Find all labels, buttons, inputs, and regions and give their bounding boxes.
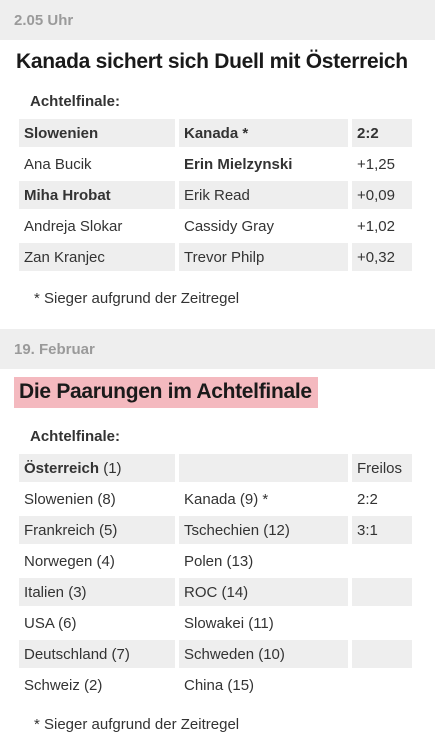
opponent-empty [179,454,348,482]
date-bar: 19. Februar [0,329,435,369]
match-result: 2:2 [357,490,378,508]
slovenia-racer: Andreja Slokar [24,217,123,235]
table-row: Frankreich (5) Tschechien (12) 3:1 [19,516,412,544]
team-austria: Österreich (1) [19,454,175,482]
table-row: Deutschland (7) Schweden (10) [19,640,412,668]
table-row: USA (6) Slowakei (11) [19,609,412,637]
match-result [352,578,412,606]
match-result [352,640,412,668]
team-left: Italien (3) [19,578,175,606]
table-row: Norwegen (4) Polen (13) [19,547,412,575]
team-austria-seed: (1) [103,459,122,477]
time-diff: +1,02 [357,217,395,235]
team-left: Norwegen (4) [24,552,115,570]
table-row: Ana Bucik Erin Mielzynski +1,25 [19,150,412,178]
table-row: Italien (3) ROC (14) [19,578,412,606]
team-slovenia: Slowenien [19,119,175,147]
pairings-table: Österreich (1) Freilos Slowenien (8) Kan… [15,451,416,702]
canada-racer: Erik Read [179,181,348,209]
result-table-slovenia-canada: Slowenien Kanada * 2:2 Ana Bucik Erin Mi… [15,116,416,274]
team-right: China (15) [184,676,255,694]
slovenia-racer: Ana Bucik [24,155,92,173]
team-left: USA (6) [24,614,77,632]
table-header-row: Österreich (1) Freilos [19,454,412,482]
table-row: Miha Hrobat Erik Read +0,09 [19,181,412,209]
canada-racer: Cassidy Gray [184,217,275,235]
team-left: Deutschland (7) [19,640,175,668]
round-subheading: Achtelfinale: [30,428,121,445]
time-diff: +0,09 [352,181,412,209]
table-row: Zan Kranjec Trevor Philp +0,32 [19,243,412,271]
team-left: Frankreich (5) [19,516,175,544]
table-row: Andreja Slokar Cassidy Gray +1,02 [19,212,412,240]
canada-racer: Trevor Philp [179,243,348,271]
slovenia-racer: Zan Kranjec [19,243,175,271]
team-right: Slowakei (11) [184,614,274,632]
team-left: Schweiz (2) [24,676,103,694]
headline-canada-austria: Kanada sichert sich Duell mit Österreich [16,50,408,73]
time-diff: +0,32 [352,243,412,271]
time-diff: +1,25 [357,155,395,173]
round-subheading: Achtelfinale: [30,93,121,110]
date-label: 19. Februar [14,340,95,358]
footnote-time-rule: * Sieger aufgrund der Zeitregel [34,716,240,733]
match-result: 3:1 [352,516,412,544]
headline-pairings: Die Paarungen im Achtelfinale [14,377,318,408]
table-row: Slowenien (8) Kanada (9) * 2:2 [19,485,412,513]
headline-wrap: Die Paarungen im Achtelfinale [14,377,435,413]
match-result [352,609,412,637]
team-right: ROC (14) [179,578,348,606]
match-result [352,671,412,699]
match-result [352,547,412,575]
team-right: Schweden (10) [179,640,348,668]
team-left: Slowenien (8) [24,490,116,508]
bye-label: Freilos [352,454,412,482]
team-right: Polen (13) [184,552,254,570]
team-austria-name: Österreich [24,459,100,477]
team-right: Tschechien (12) [179,516,348,544]
match-score: 2:2 [352,119,412,147]
table-row: Schweiz (2) China (15) [19,671,412,699]
time-label: 2.05 Uhr [14,11,74,29]
canada-racer: Erin Mielzynski [184,155,293,173]
slovenia-racer: Miha Hrobat [19,181,175,209]
footnote-time-rule: * Sieger aufgrund der Zeitregel [34,290,240,307]
team-canada: Kanada * [179,119,348,147]
team-right: Kanada (9) * [184,490,269,508]
table-header-row: Slowenien Kanada * 2:2 [19,119,412,147]
time-bar: 2.05 Uhr [0,0,435,40]
